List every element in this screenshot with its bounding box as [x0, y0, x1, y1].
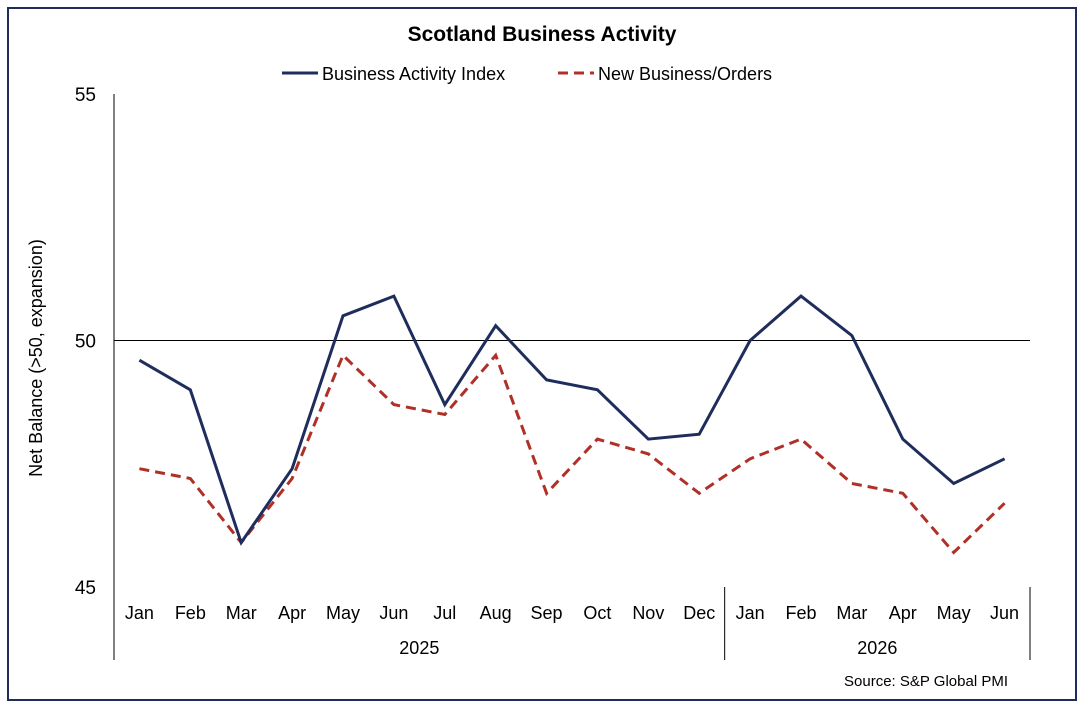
series-layer: [138, 294, 1006, 555]
axes: 45 50 55 Jan Feb Mar Apr May Jun Jul Aug Sep Oct Nov D…: [75, 85, 1031, 660]
series-line-business-activity-index: [138, 294, 1006, 546]
year-label: 2025: [399, 638, 439, 658]
legend: Business Activity Index New Business/Orde…: [282, 64, 772, 84]
x-tick-label: Mar: [226, 603, 257, 623]
series-line-new-business-orders: [139, 352, 1006, 555]
x-tick-label: Jun: [990, 603, 1019, 623]
source-note: Source: S&P Global PMI: [844, 673, 1008, 690]
x-tick-label: Jan: [736, 603, 765, 623]
x-tick-label: May: [326, 603, 360, 623]
x-tick-label: Oct: [583, 603, 611, 623]
chart-frame: [7, 7, 1077, 701]
x-tick-label: Dec: [683, 603, 715, 623]
x-tick-label: Feb: [785, 603, 816, 623]
x-tick-label: Mar: [836, 603, 867, 623]
y-axis-label: Net Balance (>50, expansion): [26, 239, 46, 477]
chart-title: Scotland Business Activity: [408, 23, 677, 46]
x-tick-label: Sep: [531, 603, 563, 623]
y-tick-label: 55: [75, 85, 96, 106]
x-tick-label: Apr: [889, 603, 917, 623]
y-tick-label: 45: [75, 578, 96, 599]
year-label: 2026: [857, 638, 897, 658]
legend-label: Business Activity Index: [322, 64, 505, 84]
y-tick-label: 50: [75, 332, 96, 353]
x-tick-label: Jun: [379, 603, 408, 623]
x-tick-label: May: [937, 603, 971, 623]
x-tick-label: Nov: [632, 603, 664, 623]
x-tick-label: Jan: [125, 603, 154, 623]
legend-label: New Business/Orders: [598, 64, 772, 84]
x-tick-label: Jul: [433, 603, 456, 623]
x-tick-label: Feb: [175, 603, 206, 623]
x-tick-label: Apr: [278, 603, 306, 623]
x-tick-label: Aug: [480, 603, 512, 623]
